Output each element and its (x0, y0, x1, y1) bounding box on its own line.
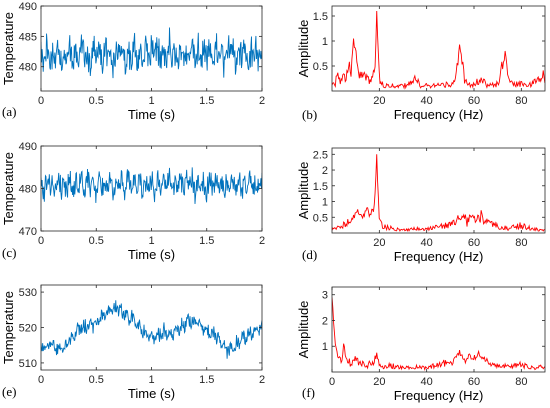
x-tick-label: 2 (259, 374, 265, 386)
axes-box (331, 286, 546, 373)
y-axis-label: Amplitude (296, 162, 311, 220)
y-tick-label: 1.5 (313, 181, 328, 193)
x-tick-label: 1.5 (199, 235, 214, 247)
x-tick-label: 2 (259, 95, 265, 107)
x-tick-label: 20 (373, 95, 385, 107)
y-tick-label: 1 (322, 341, 328, 353)
y-tick-label: 485 (19, 31, 37, 43)
data-line (41, 27, 262, 79)
y-tick-label: 520 (19, 323, 37, 335)
x-tick-label: 40 (421, 376, 433, 388)
x-tick-label: 0.5 (89, 374, 104, 386)
y-tick-label: 0.5 (313, 61, 328, 73)
x-axis-label: Frequency (Hz) (394, 249, 484, 264)
data-line (332, 154, 545, 232)
x-tick-label: 0 (38, 95, 44, 107)
x-axis-label: Frequency (Hz) (394, 107, 484, 122)
data-line (41, 300, 262, 359)
x-tick-label: 40 (421, 237, 433, 249)
x-tick-label: 60 (468, 95, 480, 107)
x-tick-label: 80 (515, 237, 527, 249)
x-tick-label: 60 (468, 376, 480, 388)
y-axis-label: Temperature (1, 12, 16, 85)
x-tick-label: 0 (38, 374, 44, 386)
x-axis-label: Time (s) (128, 107, 175, 122)
x-tick-label: 1 (148, 95, 154, 107)
x-tick-label: 20 (373, 376, 385, 388)
panel-label: (b) (302, 107, 317, 122)
data-line (332, 297, 545, 371)
x-tick-label: 0 (329, 376, 335, 388)
x-axis-label: Frequency (Hz) (394, 388, 484, 403)
axes-box (40, 284, 263, 371)
y-tick-label: 2 (322, 165, 328, 177)
y-tick-label: 490 (19, 1, 37, 13)
data-line (41, 167, 262, 204)
y-tick-label: 470 (19, 226, 37, 238)
panel-label: (c) (2, 245, 16, 260)
x-tick-label: 60 (468, 237, 480, 249)
x-axis-label: Time (s) (128, 247, 175, 262)
panel-label: (d) (302, 247, 317, 262)
panel-d: 20 40 60 80 0.5 1 1.5 2 2.5 Frequency (Hz) Amplitu… (296, 147, 546, 264)
x-tick-label: 20 (373, 237, 385, 249)
panel-f: 0 20 40 60 80 1 2 3 Frequency (Hz) Amplitude (f) (296, 286, 546, 403)
x-tick-label: 0 (38, 235, 44, 247)
panel-label: (e) (2, 384, 16, 399)
panel-b: 20 40 60 80 0.5 1 1.5 Frequency (Hz) Amplitude (b… (296, 5, 546, 122)
x-tick-label: 80 (515, 376, 527, 388)
y-tick-label: 490 (19, 141, 37, 153)
x-tick-label: 80 (515, 95, 527, 107)
x-axis-label: Time (s) (128, 386, 175, 401)
x-tick-label: 0.5 (89, 95, 104, 107)
panel-label: (f) (302, 385, 315, 400)
y-tick-label: 480 (19, 184, 37, 196)
y-tick-label: 480 (19, 62, 37, 74)
x-tick-label: 1.5 (199, 374, 214, 386)
x-tick-label: 40 (421, 95, 433, 107)
y-tick-label: 3 (322, 290, 328, 302)
y-axis-label: Amplitude (296, 301, 311, 359)
y-tick-label: 1 (322, 197, 328, 209)
y-axis-label: Temperature (1, 291, 16, 364)
y-axis-label: Temperature (1, 152, 16, 225)
y-tick-label: 2.5 (313, 149, 328, 161)
x-tick-label: 0.5 (89, 235, 104, 247)
y-tick-label: 1 (322, 36, 328, 48)
panel-a: 0 0.5 1 1.5 2 480 485 490 Time (s) Temperature (a) (1, 1, 265, 122)
y-tick-label: 530 (19, 287, 37, 299)
y-tick-label: 0.5 (313, 212, 328, 224)
y-tick-label: 1.5 (313, 11, 328, 23)
y-axis-label: Amplitude (296, 20, 311, 78)
y-tick-label: 2 (322, 315, 328, 327)
panel-e: 0 0.5 1 1.5 2 510 520 530 Time (s) Temperature (e) (1, 284, 265, 401)
x-tick-label: 2 (259, 235, 265, 247)
axes-box (331, 147, 546, 234)
axes-box (331, 5, 546, 92)
data-line (332, 10, 545, 90)
panel-c: 0 0.5 1 1.5 2 470 480 490 Time (s) Temperature (c) (1, 141, 265, 262)
x-tick-label: 1 (148, 235, 154, 247)
x-tick-label: 1 (148, 374, 154, 386)
panel-label: (a) (2, 104, 16, 119)
y-tick-label: 510 (19, 358, 37, 370)
x-tick-label: 1.5 (199, 95, 214, 107)
